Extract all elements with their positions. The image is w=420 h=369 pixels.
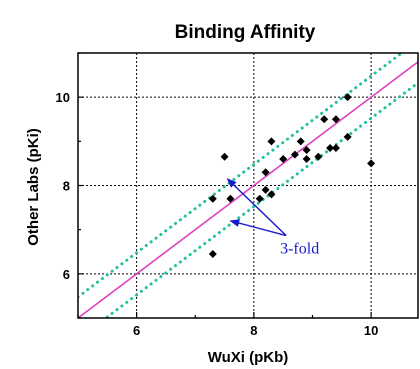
data-point — [267, 190, 276, 199]
data-point — [326, 143, 335, 152]
data-point — [302, 146, 311, 155]
data-point — [296, 137, 305, 146]
data-point — [320, 115, 329, 124]
data-point — [314, 152, 323, 161]
data-point — [220, 152, 229, 161]
data-point — [267, 137, 276, 146]
grid — [78, 53, 418, 318]
x-tick-label: 10 — [364, 323, 378, 338]
data-point — [208, 249, 217, 258]
data-point — [367, 159, 376, 168]
chart-title: Binding Affinity — [175, 22, 316, 43]
data-point — [290, 150, 299, 159]
annotation-arrow — [229, 219, 287, 237]
data-point — [343, 132, 352, 141]
identity-line — [78, 61, 418, 318]
data-point — [208, 194, 217, 203]
axis-ticks: 6 8 10 6 8 10 — [56, 52, 378, 338]
data-point — [279, 155, 288, 163]
data-point — [261, 185, 270, 194]
reference-lines — [78, 53, 418, 318]
x-tick-label: 6 — [133, 323, 140, 338]
lower-fold-line — [103, 81, 418, 318]
x-tick-label: 8 — [250, 323, 257, 338]
fold-annotation: 3-fold — [226, 178, 319, 258]
data-point — [331, 143, 340, 152]
annotation-arrow — [226, 178, 287, 237]
data-point — [302, 155, 311, 163]
y-axis-label: Other Labs (pKi) — [25, 128, 42, 246]
y-tick-label: 6 — [63, 267, 70, 282]
data-points — [208, 93, 376, 258]
y-tick-label: 10 — [56, 90, 70, 105]
y-tick-label: 8 — [63, 179, 70, 194]
upper-fold-line — [78, 53, 405, 299]
annotation-label: 3-fold — [280, 241, 319, 258]
data-point — [226, 194, 235, 203]
data-point — [255, 194, 264, 203]
data-point — [343, 93, 352, 102]
x-axis-label: WuXi (pKb) — [208, 349, 289, 366]
data-point — [261, 168, 270, 177]
data-point — [331, 115, 340, 124]
